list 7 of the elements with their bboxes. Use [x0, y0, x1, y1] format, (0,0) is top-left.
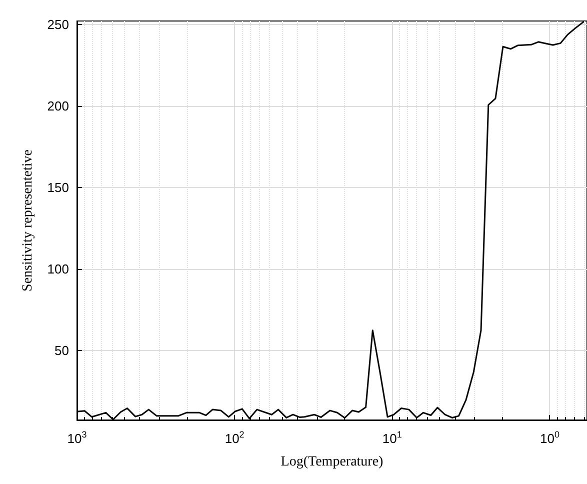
y-tick-label: 100: [47, 262, 69, 277]
y-tick-label: 200: [47, 98, 69, 114]
x-axis-title: Log(Temperature): [280, 454, 384, 470]
y-tick-label: 250: [47, 16, 69, 32]
y-tick-label: 150: [47, 180, 69, 195]
y-axis-title: Sensitivity representetive: [20, 150, 36, 292]
y-tick-label: 50: [54, 343, 69, 358]
